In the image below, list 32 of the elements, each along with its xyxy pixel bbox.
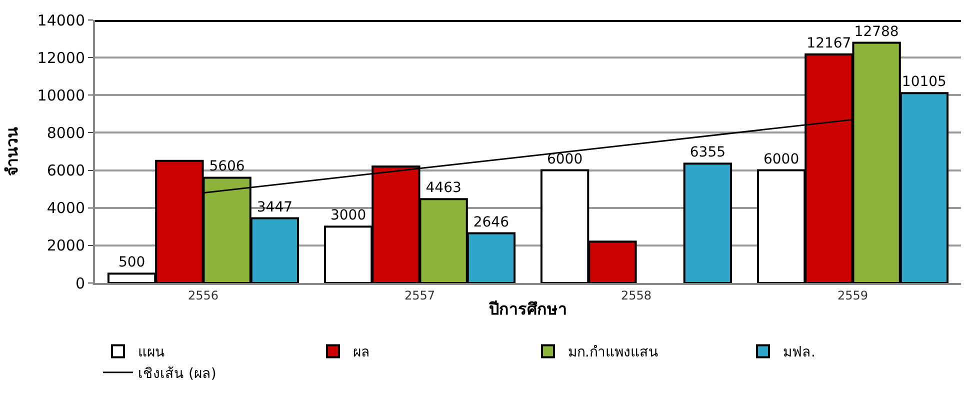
- y-axis-title: จำนวน: [2, 127, 22, 176]
- data-label: 6000: [763, 151, 800, 168]
- y-tick-label: 4000: [46, 199, 85, 218]
- data-label: 2646: [473, 214, 510, 230]
- bar: [683, 162, 732, 283]
- legend-label: ผล: [353, 344, 370, 361]
- data-label: 10105: [902, 74, 946, 90]
- legend-label: มฟล.: [783, 344, 816, 361]
- data-label: 3000: [330, 208, 366, 224]
- x-axis-title: ปีการศึกษา: [488, 300, 567, 319]
- x-tick-label: 2558: [620, 288, 652, 302]
- data-label: 5606: [209, 158, 245, 175]
- data-label: 3447: [256, 199, 293, 216]
- y-tick-label: 12000: [37, 48, 85, 67]
- legend-label: แผน: [138, 344, 165, 361]
- data-label: 12167: [806, 35, 852, 52]
- x-tick-label: 2556: [188, 288, 219, 302]
- data-label: 6000: [546, 151, 583, 168]
- legend-label: มก.กำแพงแสน: [568, 344, 658, 361]
- y-tick-label: 14000: [37, 11, 85, 30]
- y-tick-label: 10000: [37, 86, 85, 104]
- legend-label: เชิงเส้น (ผล): [138, 366, 216, 382]
- x-tick-label: 2559: [837, 288, 868, 302]
- x-tick-label: 2557: [404, 288, 436, 302]
- data-label: 6355: [690, 144, 726, 161]
- data-label: 12788: [854, 24, 899, 40]
- y-tick-label: 0: [75, 274, 85, 292]
- y-tick-label: 2000: [46, 236, 85, 255]
- data-label: 4463: [426, 180, 462, 196]
- y-tick-label: 8000: [46, 124, 85, 142]
- y-tick-label: 6000: [46, 162, 85, 180]
- data-label: 500: [118, 254, 146, 271]
